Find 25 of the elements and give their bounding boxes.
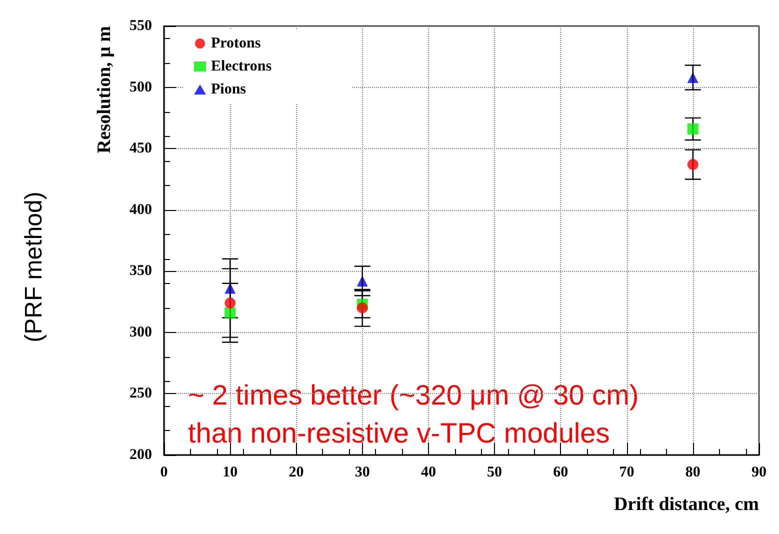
y-tick-label: 200 xyxy=(130,447,152,463)
x-tick-label: 70 xyxy=(619,464,634,480)
legend-label: Electrons xyxy=(211,58,272,74)
legend-label: Protons xyxy=(211,36,261,52)
y-tick-label: 500 xyxy=(130,79,152,96)
x-tick-label: 20 xyxy=(288,464,304,480)
x-tick-label: 0 xyxy=(160,464,168,480)
y-tick-label: 450 xyxy=(130,140,152,157)
x-tick-label: 40 xyxy=(420,464,436,480)
x-tick-label: 60 xyxy=(553,464,568,480)
x-tick-label: 90 xyxy=(752,464,766,480)
y-tick-label: 350 xyxy=(130,263,152,280)
y-tick-label: 250 xyxy=(130,386,152,402)
y-axis-title: Resolution, μ m xyxy=(94,26,115,154)
x-tick-label: 80 xyxy=(685,464,700,480)
text: (PRF method) xyxy=(20,192,48,342)
annotation: ~ 2 times better (~320 μm @ 30 cm) than non-resistive v-TPC modules xyxy=(188,380,639,448)
x-tick-label: 30 xyxy=(354,464,370,480)
legend-label: Pions xyxy=(211,82,246,98)
y-tick-label: 300 xyxy=(130,324,152,340)
y-tick-label: 400 xyxy=(130,202,152,218)
x-axis-title: Drift distance, cm xyxy=(614,494,760,515)
x-tick-label: 10 xyxy=(222,464,238,480)
y-tick-label: 550 xyxy=(130,18,152,34)
x-tick-label: 50 xyxy=(487,464,502,480)
